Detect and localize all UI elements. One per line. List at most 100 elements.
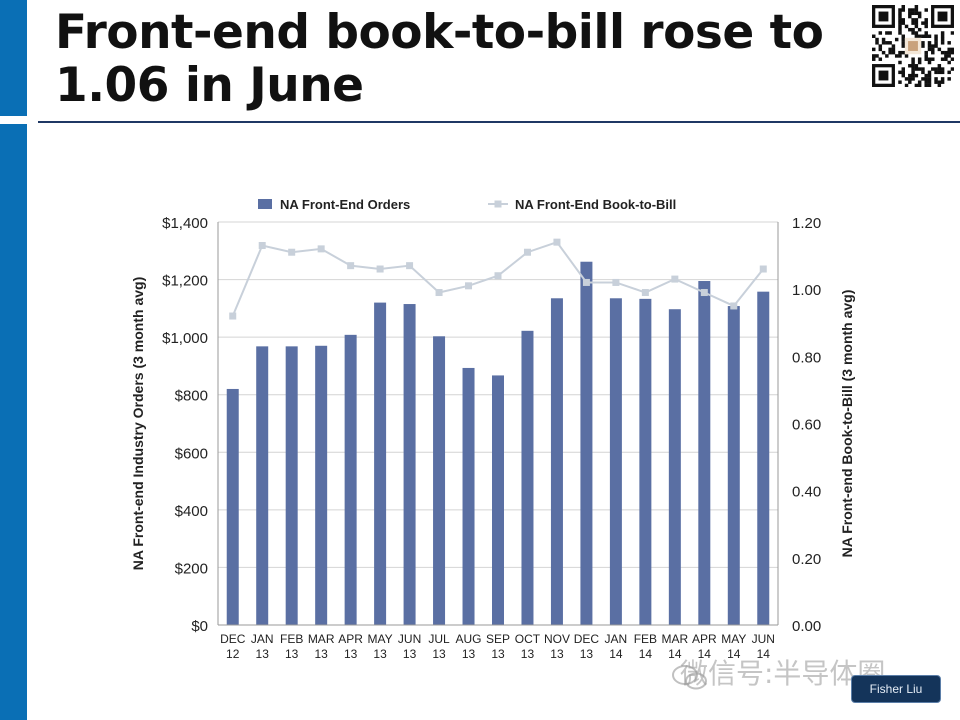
y-right-tick-label: 0.60 <box>792 417 821 434</box>
x-tick-label-year: 13 <box>491 647 505 661</box>
y-left-tick-label: $1,000 <box>162 330 208 347</box>
legend-label-orders: NA Front-End Orders <box>280 197 410 212</box>
y-right-tick-label: 0.20 <box>792 551 821 568</box>
x-tick-label-month: JAN <box>605 632 628 646</box>
line-point <box>229 312 237 320</box>
y-right-tick-label: 0.40 <box>792 484 821 501</box>
x-tick-label-month: MAR <box>662 632 689 646</box>
x-tick-label-year: 13 <box>314 647 328 661</box>
legend-swatch-orders <box>258 199 272 209</box>
line-point <box>288 248 296 256</box>
x-tick-label-month: DEC <box>574 632 600 646</box>
bar <box>609 298 622 625</box>
side-accent-gap <box>0 116 27 124</box>
x-tick-label-month: OCT <box>515 632 541 646</box>
x-tick-label-month: JUN <box>398 632 421 646</box>
y-left-tick-label: $200 <box>175 560 208 577</box>
line-point <box>347 262 355 270</box>
y-left-axis-label: NA Front-end Industry Orders (3 month av… <box>130 277 146 571</box>
y-right-tick-label: 0.00 <box>792 618 821 635</box>
x-tick-label-year: 12 <box>226 647 240 661</box>
line-point <box>258 242 266 250</box>
y-right-tick-label: 0.80 <box>792 349 821 366</box>
line-point <box>435 289 443 297</box>
bar <box>374 302 387 625</box>
line-point <box>700 289 708 297</box>
x-tick-label-year: 14 <box>668 647 682 661</box>
x-tick-label-month: MAY <box>368 632 393 646</box>
line-point <box>553 238 561 246</box>
bar <box>256 346 269 625</box>
x-tick-label-year: 13 <box>403 647 417 661</box>
line-point <box>759 265 767 273</box>
bar <box>285 346 298 625</box>
x-tick-label-year: 13 <box>432 647 446 661</box>
title-divider <box>38 121 960 123</box>
x-tick-label-month: DEC <box>220 632 246 646</box>
x-tick-label-year: 13 <box>580 647 594 661</box>
chart-legend: NA Front-End Orders NA Front-End Book-to-… <box>258 197 676 212</box>
x-tick-label-year: 13 <box>462 647 476 661</box>
x-tick-label-year: 13 <box>550 647 564 661</box>
x-tick-label-month: FEB <box>280 632 303 646</box>
x-tick-label-month: JUN <box>752 632 775 646</box>
x-tick-label-year: 13 <box>521 647 535 661</box>
x-tick-label-month: MAR <box>308 632 335 646</box>
bar <box>757 291 770 625</box>
x-tick-label-year: 13 <box>344 647 358 661</box>
legend-label-book-to-bill: NA Front-End Book-to-Bill <box>515 197 676 212</box>
line-point <box>317 245 325 253</box>
x-tick-label-month: AUG <box>456 632 482 646</box>
y-right-tick-label: 1.20 <box>792 215 821 232</box>
line-point <box>494 272 502 280</box>
bar <box>727 306 740 625</box>
x-tick-label-year: 13 <box>285 647 299 661</box>
y-left-tick-label: $0 <box>191 618 208 635</box>
y-right-tick-label: 1.00 <box>792 282 821 299</box>
x-tick-label-month: JUL <box>428 632 450 646</box>
line-point <box>406 262 414 270</box>
bar <box>344 334 357 625</box>
x-tick-label-year: 14 <box>609 647 623 661</box>
line-point <box>523 248 531 256</box>
x-tick-label-month: MAY <box>721 632 746 646</box>
bar <box>462 367 475 625</box>
bar <box>550 298 563 625</box>
chart-axes: $0 $200 $400 $600 $800 $1,000 $1,200 $1,400 0.00… <box>130 215 855 661</box>
bar <box>639 298 652 625</box>
line-point <box>730 302 738 310</box>
qr-code-icon <box>872 5 954 87</box>
x-tick-label-year: 14 <box>698 647 712 661</box>
bar <box>698 281 711 625</box>
line-point <box>671 275 679 283</box>
line-point <box>641 289 649 297</box>
bar <box>668 309 681 625</box>
y-left-tick-label: $1,200 <box>162 273 208 290</box>
x-tick-label-month: APR <box>338 632 363 646</box>
x-tick-label-month: SEP <box>486 632 510 646</box>
y-left-tick-label: $800 <box>175 388 208 405</box>
bar-series <box>226 261 770 625</box>
bar <box>315 345 328 625</box>
line-series <box>229 238 767 320</box>
legend-swatch-marker <box>494 200 502 208</box>
x-tick-label-year: 13 <box>256 647 270 661</box>
x-tick-label-month: NOV <box>544 632 570 646</box>
author-badge: Fisher Liu <box>851 675 941 703</box>
line-point <box>582 278 590 286</box>
x-tick-label-year: 14 <box>727 647 741 661</box>
y-right-axis-label: NA Front-end Book-to-Bill (3 month avg) <box>839 290 855 558</box>
bar <box>580 261 593 625</box>
slide-title: Front-end book-to-bill rose to 1.06 in J… <box>55 5 824 113</box>
line-point <box>612 278 620 286</box>
line-point <box>376 265 384 273</box>
bar <box>521 330 534 625</box>
x-tick-label-month: FEB <box>634 632 657 646</box>
y-left-tick-label: $600 <box>175 445 208 462</box>
x-tick-label-year: 14 <box>639 647 653 661</box>
wechat-logo-icon <box>672 665 707 690</box>
x-tick-label-year: 14 <box>757 647 771 661</box>
x-tick-label-year: 13 <box>373 647 387 661</box>
y-left-tick-label: $400 <box>175 503 208 520</box>
